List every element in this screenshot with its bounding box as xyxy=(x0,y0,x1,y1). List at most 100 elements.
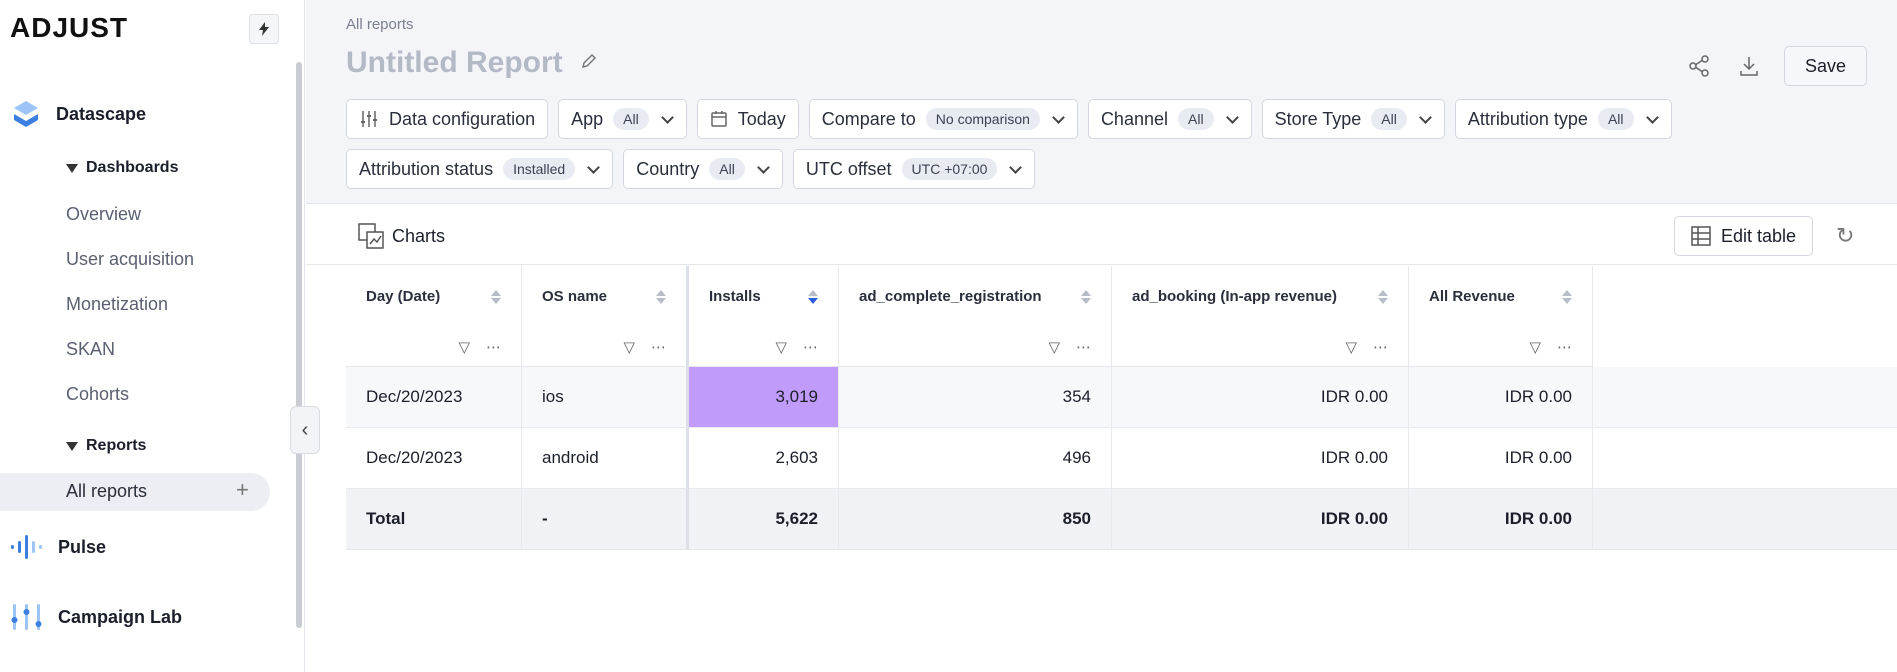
attribution-type-filter-value: All xyxy=(1597,108,1634,130)
column-header[interactable]: ad_booking (In-app revenue) xyxy=(1112,266,1409,327)
filter-row-2: Attribution status Installed Country All… xyxy=(346,149,1036,189)
channel-filter-value: All xyxy=(1178,108,1214,130)
column-header[interactable]: Installs xyxy=(689,266,839,327)
utc-offset-filter-label: UTC offset xyxy=(805,158,892,179)
filter-icon[interactable]: ▽ xyxy=(623,338,635,356)
report-header: All reports Untitled Report Save Data co… xyxy=(306,0,1897,204)
column-header[interactable]: ad_complete_registration xyxy=(839,266,1112,327)
table-cell: 354 xyxy=(839,367,1112,428)
table-cell-empty xyxy=(1593,489,1897,550)
sort-icon[interactable] xyxy=(656,289,666,304)
table-cell: IDR 0.00 xyxy=(1409,428,1593,489)
data-configuration-label: Data configuration xyxy=(389,108,536,129)
lightning-icon[interactable] xyxy=(249,14,279,44)
refresh-icon[interactable]: ↻ xyxy=(1836,223,1855,248)
calendar-icon xyxy=(710,111,727,127)
table-row[interactable]: Dec/20/2023 android 2,603 496 IDR 0.00 I… xyxy=(346,428,1897,489)
attribution-status-filter[interactable]: Attribution status Installed xyxy=(346,149,614,189)
edit-table-label: Edit table xyxy=(1721,225,1797,246)
chevron-down-icon xyxy=(1009,160,1023,174)
more-icon[interactable]: ⋯ xyxy=(1557,338,1572,356)
sidebar-app-pulse[interactable]: Pulse xyxy=(10,532,106,562)
datascape-icon xyxy=(14,101,38,127)
download-icon[interactable] xyxy=(1734,51,1764,81)
breadcrumb[interactable]: All reports xyxy=(346,16,414,33)
country-filter[interactable]: Country All xyxy=(623,149,783,189)
filter-icon[interactable]: ▽ xyxy=(1048,338,1060,356)
charts-toggle[interactable]: Charts xyxy=(358,223,445,249)
chevron-down-icon xyxy=(1645,110,1659,124)
sidebar-scrollbar[interactable] xyxy=(296,62,302,628)
sort-icon[interactable] xyxy=(491,289,501,304)
filter-icon[interactable]: ▽ xyxy=(1345,338,1357,356)
filter-icon[interactable]: ▽ xyxy=(775,338,787,356)
date-filter-label: Today xyxy=(737,108,786,129)
pencil-icon[interactable] xyxy=(580,52,598,76)
save-button[interactable]: Save xyxy=(1783,46,1867,86)
sidebar-item-monetization[interactable]: Monetization xyxy=(66,294,169,314)
utc-offset-filter[interactable]: UTC offset UTC +07:00 xyxy=(792,149,1036,189)
sidebar-app-datascape[interactable]: Datascape xyxy=(10,98,146,130)
more-icon[interactable]: ⋯ xyxy=(486,338,501,356)
table-row[interactable]: Dec/20/2023 ios 3,019 354 IDR 0.00 IDR 0… xyxy=(346,367,1897,428)
column-header[interactable]: All Revenue xyxy=(1409,266,1593,327)
adjust-logo: ADJUST xyxy=(10,12,129,43)
sort-icon[interactable] xyxy=(1378,289,1388,304)
filter-icon[interactable]: ▽ xyxy=(1529,338,1541,356)
share-icon[interactable] xyxy=(1684,51,1714,81)
filter-icon[interactable]: ▽ xyxy=(458,338,470,356)
dashboards-section-toggle[interactable]: Dashboards xyxy=(66,159,178,177)
table-filter-row: ▽ ⋯ ▽ ⋯ ▽ ⋯ ▽ ⋯ ▽ ⋯ ▽ ⋯ xyxy=(346,327,1897,367)
chevron-down-icon xyxy=(660,110,674,124)
compare-filter[interactable]: Compare to No comparison xyxy=(808,99,1078,139)
more-icon[interactable]: ⋯ xyxy=(651,338,666,356)
caret-down-icon xyxy=(66,441,78,451)
app-filter[interactable]: App All xyxy=(558,99,687,139)
sidebar-item-overview[interactable]: Overview xyxy=(66,204,142,224)
table-cell-empty xyxy=(1593,367,1897,428)
sort-icon[interactable] xyxy=(808,289,818,304)
sort-icon[interactable] xyxy=(1081,289,1091,304)
app-filter-label: App xyxy=(571,108,604,129)
pulse-label: Pulse xyxy=(58,536,107,557)
table-cell: android xyxy=(522,428,689,489)
table-cell: 496 xyxy=(839,428,1112,489)
sidebar-item-skan[interactable]: SKAN xyxy=(66,339,116,359)
column-tools: ▽ ⋯ xyxy=(1112,327,1409,367)
chart-icon xyxy=(358,223,384,249)
total-booking-revenue: IDR 0.00 xyxy=(1112,489,1409,550)
campaign-lab-icon xyxy=(11,604,42,630)
sort-icon[interactable] xyxy=(1562,289,1572,304)
campaign-lab-label: Campaign Lab xyxy=(58,606,183,627)
reports-section-toggle[interactable]: Reports xyxy=(66,437,146,455)
table-cell: 2,603 xyxy=(689,428,839,489)
sidebar-app-campaign-lab[interactable]: Campaign Lab xyxy=(10,602,182,632)
add-report-icon[interactable]: + xyxy=(236,477,249,502)
caret-down-icon xyxy=(66,163,78,173)
store-type-filter-label: Store Type xyxy=(1274,108,1362,129)
chevron-down-icon xyxy=(587,160,601,174)
date-filter[interactable]: Today xyxy=(696,99,799,139)
attribution-type-filter[interactable]: Attribution type All xyxy=(1454,99,1672,139)
column-header[interactable]: Day (Date) xyxy=(346,266,522,327)
more-icon[interactable]: ⋯ xyxy=(1076,338,1091,356)
channel-filter-label: Channel xyxy=(1100,108,1168,129)
sidebar-item-all-reports[interactable]: All reports + xyxy=(0,473,270,511)
reports-heading: Reports xyxy=(86,437,147,454)
column-title: All Revenue xyxy=(1429,288,1515,305)
sidebar-item-cohorts[interactable]: Cohorts xyxy=(66,384,130,404)
edit-table-button[interactable]: Edit table xyxy=(1674,216,1814,256)
column-header[interactable]: OS name xyxy=(522,266,689,327)
more-icon[interactable]: ⋯ xyxy=(1373,338,1388,356)
more-icon[interactable]: ⋯ xyxy=(803,338,818,356)
datascape-label: Datascape xyxy=(56,103,147,124)
channel-filter[interactable]: Channel All xyxy=(1087,99,1252,139)
chevron-down-icon xyxy=(1225,110,1239,124)
collapse-sidebar-button[interactable]: ‹ xyxy=(290,406,320,454)
chevron-left-icon: ‹ xyxy=(301,418,309,441)
store-type-filter[interactable]: Store Type All xyxy=(1261,99,1445,139)
data-configuration-button[interactable]: Data configuration xyxy=(346,99,549,139)
country-filter-value: All xyxy=(709,158,745,180)
sidebar-item-user-acquisition[interactable]: User acquisition xyxy=(66,249,195,269)
sliders-icon xyxy=(361,111,377,127)
